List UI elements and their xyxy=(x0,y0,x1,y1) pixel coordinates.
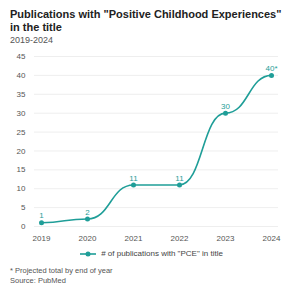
svg-text:2024: 2024 xyxy=(263,234,281,243)
svg-text:2020: 2020 xyxy=(79,234,97,243)
svg-text:2: 2 xyxy=(85,208,90,217)
html-text:Publications with "Positive Ch: Publications with "Positive Childhood Ex… xyxy=(10,8,282,33)
html-text:2019-2024: 2019-2024 xyxy=(10,35,53,45)
svg-text:11: 11 xyxy=(129,174,138,183)
svg-text:1: 1 xyxy=(39,211,44,220)
svg-text:5: 5 xyxy=(21,203,26,212)
svg-text:10: 10 xyxy=(17,184,26,193)
svg-text:25: 25 xyxy=(17,128,26,137)
svg-text:40*: 40* xyxy=(265,64,277,73)
svg-text:2021: 2021 xyxy=(125,234,143,243)
svg-text:0: 0 xyxy=(21,222,26,231)
svg-text:20: 20 xyxy=(17,147,26,156)
svg-text:30: 30 xyxy=(221,102,230,111)
svg-text:2023: 2023 xyxy=(217,234,235,243)
html-text:Source: PubMed: Source: PubMed xyxy=(10,276,66,285)
html-text:* Projected total by end of ye: * Projected total by end of year xyxy=(10,266,113,275)
html-text:# of publications with "PCE" i: # of publications with "PCE" in title xyxy=(101,249,223,258)
svg-text:11: 11 xyxy=(175,174,184,183)
svg-text:45: 45 xyxy=(17,52,26,61)
svg-text:35: 35 xyxy=(17,90,26,99)
svg-text:15: 15 xyxy=(17,165,26,174)
svg-text:2022: 2022 xyxy=(171,234,189,243)
svg-text:30: 30 xyxy=(17,109,26,118)
svg-text:2019: 2019 xyxy=(33,234,51,243)
svg-text:40: 40 xyxy=(17,71,26,80)
